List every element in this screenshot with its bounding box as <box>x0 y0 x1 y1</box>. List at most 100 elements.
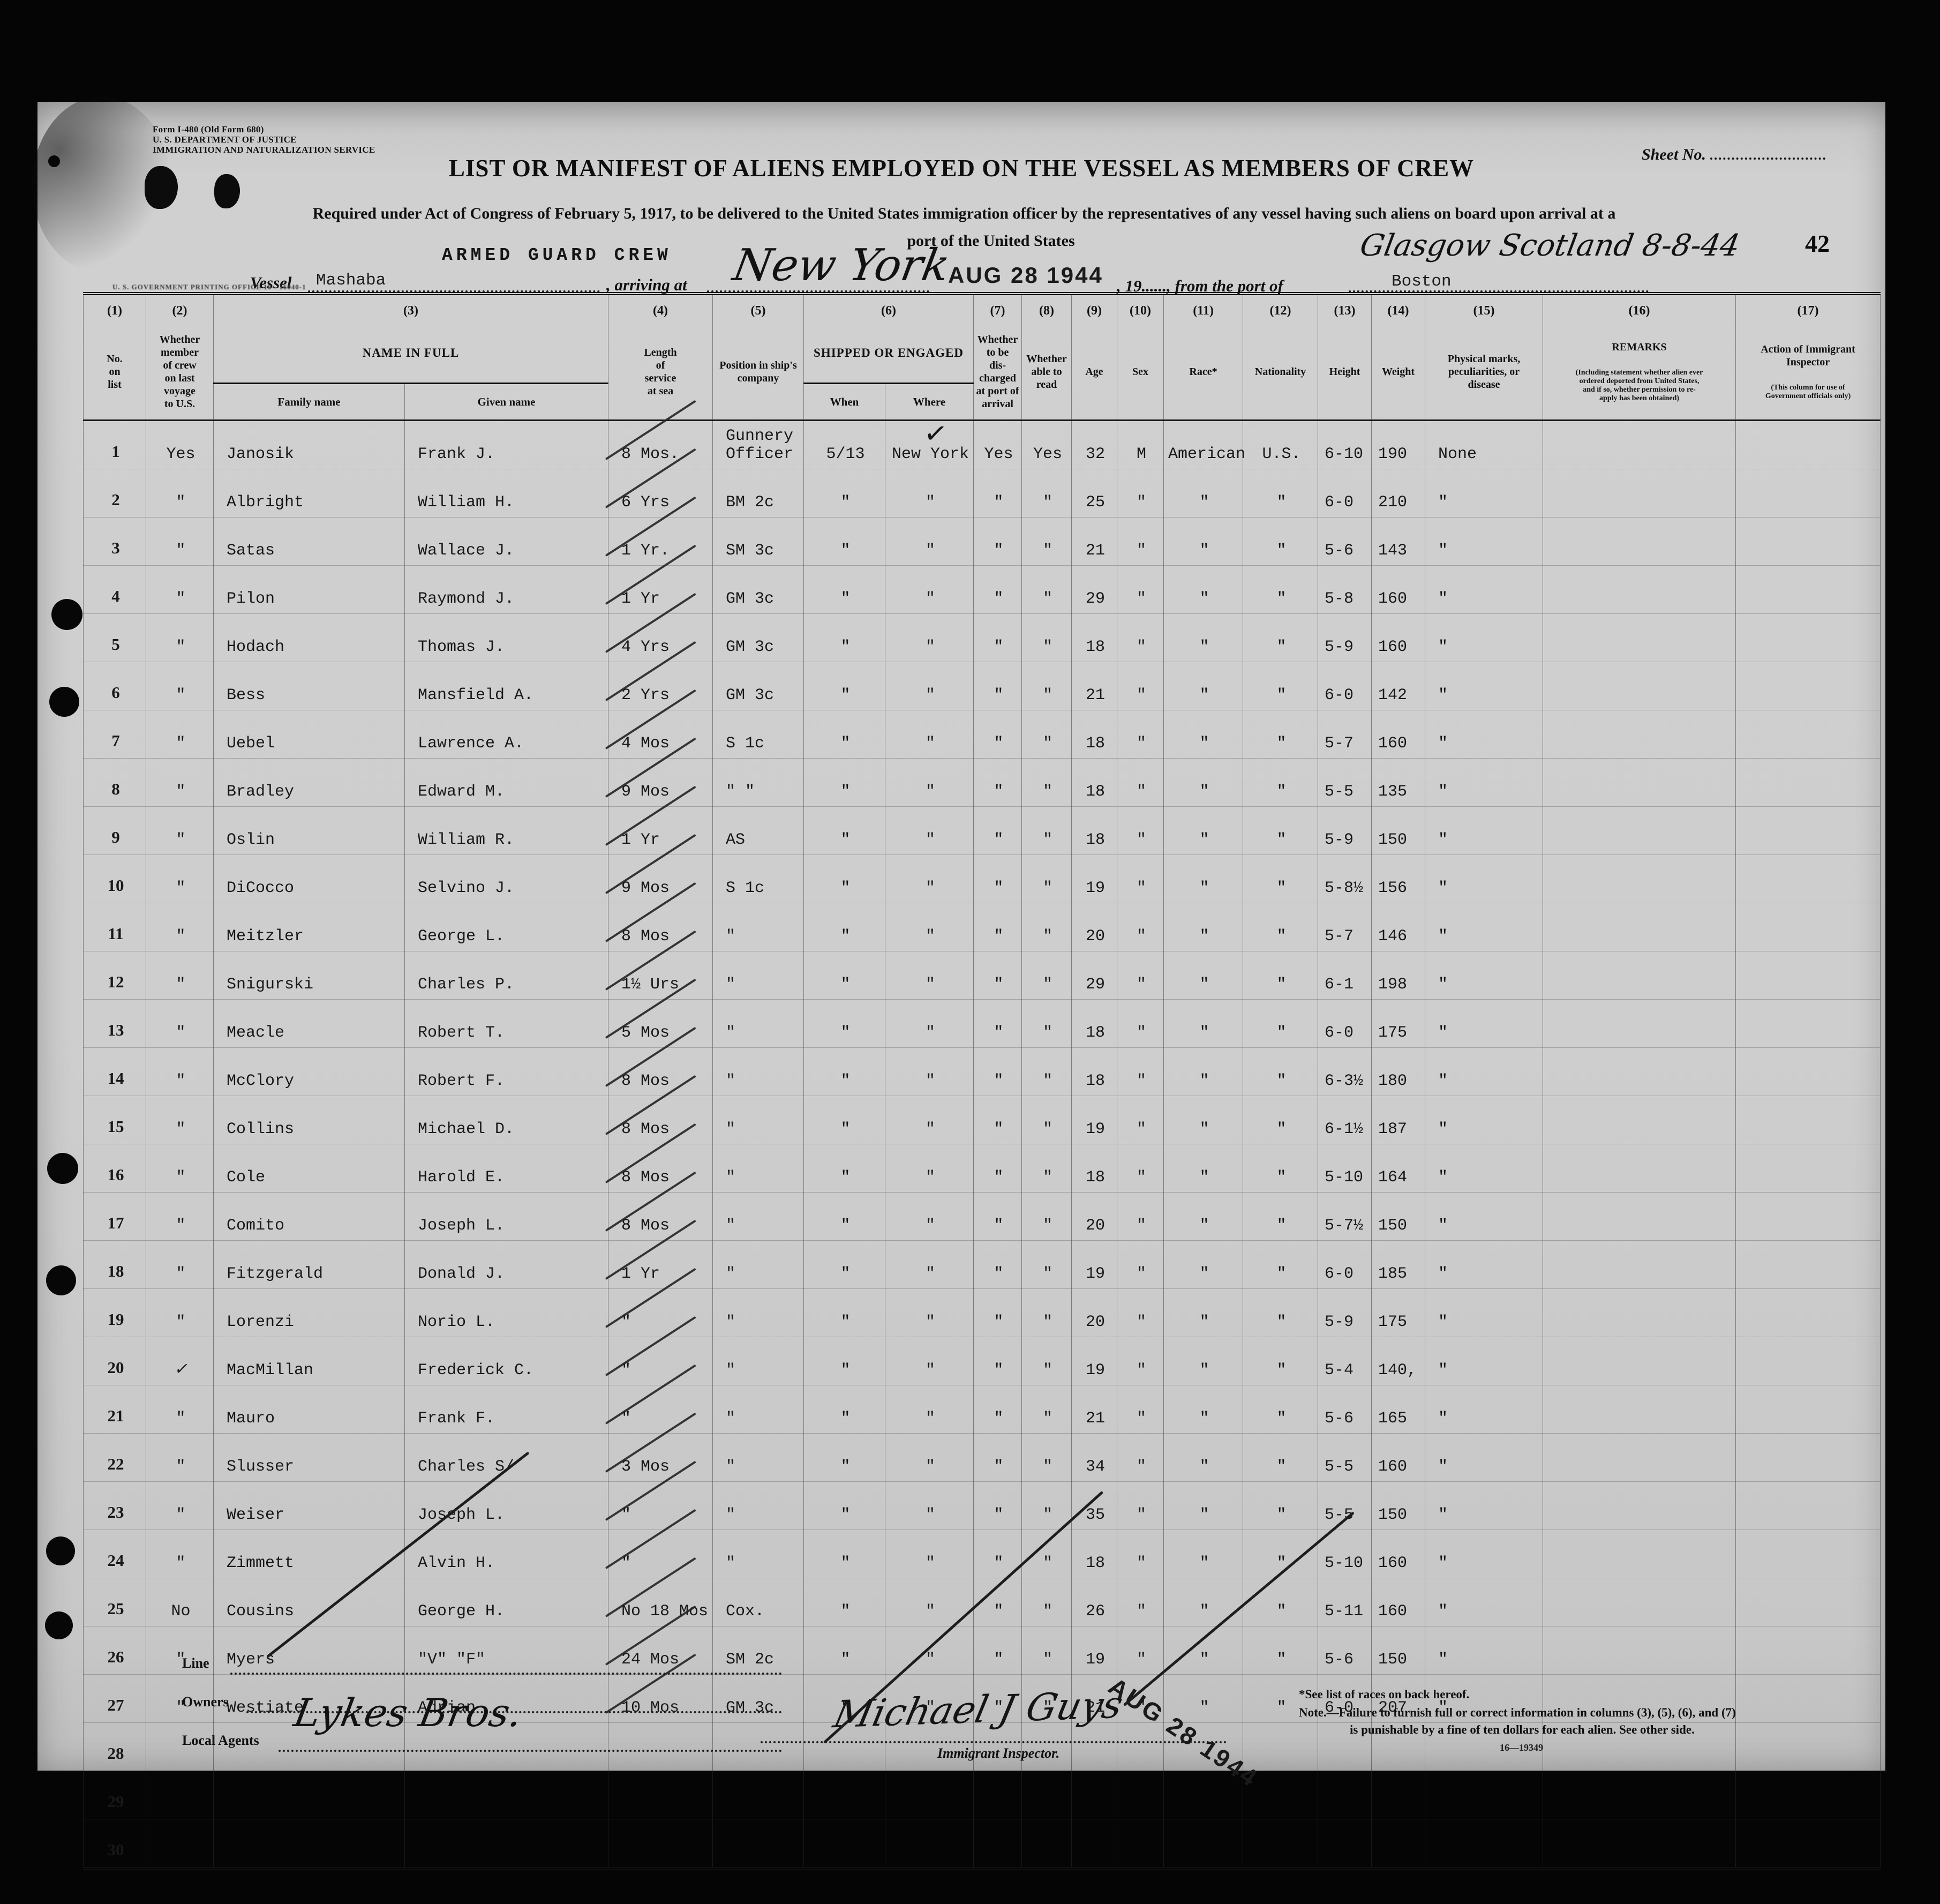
cell-age: 21 <box>1071 662 1118 710</box>
cell-member-last-voyage: " <box>146 1530 214 1578</box>
cell-length-of-service: 4 Mos <box>608 710 713 759</box>
vessel-name-line <box>308 290 600 293</box>
cell-able-to-read: " <box>1021 903 1072 951</box>
cell-member-last-voyage: " <box>146 1240 214 1289</box>
cell-physical-marks: " <box>1425 1337 1544 1385</box>
cell-action <box>1735 662 1881 710</box>
cell-able-to-read: Yes <box>1021 420 1072 469</box>
cell-position: " <box>712 1288 804 1337</box>
cell-physical-marks <box>1425 1771 1544 1819</box>
cell-member-last-voyage: " <box>146 758 214 807</box>
cell-shipped-when: " <box>803 1192 886 1241</box>
cell-family-name <box>213 1771 405 1819</box>
cell-weight: 160 <box>1371 565 1426 614</box>
cell-sex <box>1117 1819 1164 1869</box>
cell-discharged: " <box>973 469 1022 518</box>
cell-position: " <box>712 1481 804 1530</box>
cell-height: 5-10 <box>1318 1144 1372 1193</box>
cell-able-to-read: " <box>1021 613 1072 662</box>
cell-height: 6-0 <box>1318 469 1372 518</box>
cell-age: 18 <box>1071 1530 1118 1578</box>
cell-nationality: " <box>1243 1144 1319 1193</box>
cell-weight: 160 <box>1371 1530 1426 1578</box>
cell-height: 5-9 <box>1318 1288 1372 1337</box>
crew-row: 8 " Bradley Edward M. 9 Mos " " " " " " … <box>83 758 1881 807</box>
cell-member-last-voyage: " <box>146 1288 214 1337</box>
cell-shipped-when: " <box>803 999 886 1048</box>
cell-action <box>1735 1337 1881 1385</box>
cell-action <box>1735 420 1881 469</box>
cell-discharged: " <box>973 613 1022 662</box>
cell-remarks <box>1543 806 1736 855</box>
cell-shipped-where: " <box>885 517 974 566</box>
crew-row: 23 " Weiser Joseph L. " " " " " " 35 " "… <box>83 1481 1881 1530</box>
cell-age: 26 <box>1071 1578 1118 1626</box>
punch-hole <box>48 155 60 167</box>
cell-shipped-when: " <box>803 710 886 759</box>
cell-given-name: Joseph L. <box>404 1481 609 1530</box>
cell-length-of-service: 8 Mos <box>608 1096 713 1144</box>
cell-physical-marks: " <box>1425 999 1544 1048</box>
cell-remarks <box>1543 1385 1736 1434</box>
owners-blank <box>246 1711 782 1713</box>
crew-row: 10 " DiCocco Selvino J. 9 Mos S 1c " " "… <box>83 854 1881 903</box>
cell-nationality: " <box>1243 662 1319 710</box>
cell-shipped-where: " <box>885 903 974 951</box>
cell-no-on-list: 2 <box>83 469 146 518</box>
cell-length-of-service: 6 Yrs <box>608 469 713 518</box>
crew-row: 30 <box>83 1819 1881 1869</box>
header-weight: Weight <box>1371 324 1426 421</box>
cell-height <box>1318 1819 1372 1869</box>
cell-remarks <box>1543 469 1736 518</box>
crew-row: 4 " Pilon Raymond J. 1 Yr GM 3c " " " " … <box>83 565 1881 614</box>
cell-shipped-where: " <box>885 1385 974 1434</box>
cell-shipped-where: " <box>885 1530 974 1578</box>
colnum-15: (15) <box>1425 294 1544 324</box>
cell-height: 6-1½ <box>1318 1096 1372 1144</box>
cell-height: 5-7½ <box>1318 1192 1372 1241</box>
cell-no-on-list: 8 <box>83 758 146 807</box>
cell-race <box>1163 1819 1244 1869</box>
cell-shipped-where: " <box>885 1433 974 1482</box>
cell-able-to-read: " <box>1021 1288 1072 1337</box>
cell-no-on-list: 5 <box>83 613 146 662</box>
cell-shipped-when: 5/13 <box>803 420 886 469</box>
cell-able-to-read: " <box>1021 469 1072 518</box>
cell-no-on-list: 11 <box>83 903 146 951</box>
cell-shipped-where <box>885 1771 974 1819</box>
crew-row: 13 " Meacle Robert T. 5 Mos " " " " " 18… <box>83 999 1881 1048</box>
cell-family-name: DiCocco <box>213 854 405 903</box>
cell-age: 19 <box>1071 1626 1118 1675</box>
header-where: Where <box>885 383 974 421</box>
crew-row: 15 " Collins Michael D. 8 Mos " " " " " … <box>83 1096 1881 1144</box>
cell-family-name: MacMillan <box>213 1337 405 1385</box>
cell-given-name: Selvino J. <box>404 854 609 903</box>
cell-sex <box>1117 1771 1164 1819</box>
cell-race: " <box>1163 1530 1244 1578</box>
cell-nationality: " <box>1243 1578 1319 1626</box>
cell-discharged: " <box>973 1481 1022 1530</box>
cell-nationality: " <box>1243 999 1319 1048</box>
cell-physical-marks: " <box>1425 951 1544 1000</box>
cell-remarks <box>1543 1192 1736 1241</box>
crew-row: 19 " Lorenzi Norio L. " " " " " " 20 " "… <box>83 1288 1881 1337</box>
cell-length-of-service: " <box>608 1481 713 1530</box>
cell-given-name: Donald J. <box>404 1240 609 1289</box>
cell-remarks <box>1543 1771 1736 1819</box>
cell-discharged: " <box>973 710 1022 759</box>
arriving-at-label: , arriving at <box>606 275 687 294</box>
cell-action <box>1735 1240 1881 1289</box>
crew-row: 12 " Snigurski Charles P. 1½ Urs " " " "… <box>83 951 1881 1000</box>
cell-no-on-list: 3 <box>83 517 146 566</box>
cell-physical-marks: " <box>1425 1288 1544 1337</box>
cell-weight: 160 <box>1371 710 1426 759</box>
cell-shipped-when: " <box>803 613 886 662</box>
cell-discharged: " <box>973 1337 1022 1385</box>
cell-discharged <box>973 1771 1022 1819</box>
crew-row: 22 " Slusser Charles S/ 3 Mos " " " " " … <box>83 1433 1881 1482</box>
cell-length-of-service: 9 Mos <box>608 854 713 903</box>
cell-race: " <box>1163 1192 1244 1241</box>
cell-no-on-list: 12 <box>83 951 146 1000</box>
cell-weight: 190 <box>1371 420 1426 469</box>
cell-shipped-where: " <box>885 662 974 710</box>
